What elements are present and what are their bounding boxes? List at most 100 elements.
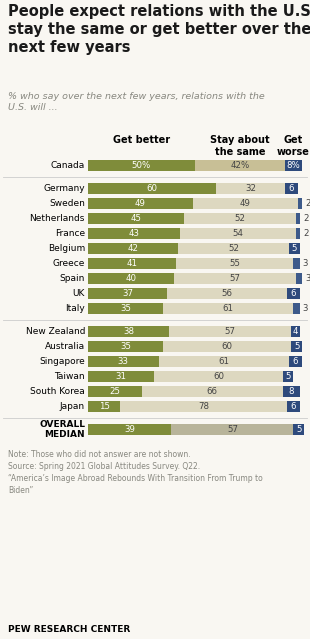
Bar — [163, 303, 294, 314]
Bar — [88, 183, 216, 194]
Bar — [216, 183, 285, 194]
Bar — [295, 273, 302, 284]
Text: New Zealand: New Zealand — [25, 327, 85, 336]
Text: 3: 3 — [305, 274, 310, 283]
Text: 52: 52 — [234, 214, 246, 223]
Bar — [88, 303, 163, 314]
Text: 60: 60 — [213, 372, 224, 381]
Text: Sweden: Sweden — [49, 199, 85, 208]
Bar — [298, 198, 302, 209]
Bar — [88, 424, 171, 435]
Text: 6: 6 — [291, 289, 296, 298]
Text: Singapore: Singapore — [39, 357, 85, 366]
Text: Note: Those who did not answer are not shown.
Source: Spring 2021 Global Attitud: Note: Those who did not answer are not s… — [8, 450, 263, 495]
Text: Taiwan: Taiwan — [54, 372, 85, 381]
Text: Australia: Australia — [45, 342, 85, 351]
Text: 49: 49 — [135, 199, 146, 208]
Bar — [287, 401, 300, 412]
Text: People expect relations with the U.S. to
stay the same or get better over the
ne: People expect relations with the U.S. to… — [8, 4, 310, 55]
Bar — [88, 273, 174, 284]
Bar — [180, 228, 295, 239]
Bar — [171, 424, 294, 435]
Text: Spain: Spain — [60, 274, 85, 283]
Text: 5: 5 — [296, 425, 302, 434]
Text: 3: 3 — [303, 259, 308, 268]
Text: 8: 8 — [289, 387, 294, 396]
Text: Canada: Canada — [51, 161, 85, 170]
Text: Get
worse: Get worse — [277, 135, 310, 157]
Bar — [88, 288, 167, 299]
Text: 5: 5 — [292, 244, 297, 253]
Bar — [291, 341, 302, 352]
Bar — [184, 213, 295, 224]
Bar — [159, 356, 289, 367]
Bar — [294, 424, 304, 435]
Bar — [289, 356, 302, 367]
Bar — [88, 326, 169, 337]
Text: 15: 15 — [99, 402, 109, 411]
Bar — [88, 198, 193, 209]
Text: 25: 25 — [109, 387, 120, 396]
Text: 3: 3 — [303, 304, 308, 313]
Text: 37: 37 — [122, 289, 133, 298]
Text: 57: 57 — [225, 327, 236, 336]
Text: 60: 60 — [222, 342, 232, 351]
Text: South Korea: South Korea — [30, 387, 85, 396]
Text: 8%: 8% — [286, 161, 300, 170]
Bar — [167, 288, 287, 299]
Text: Stay about
the same: Stay about the same — [210, 135, 270, 157]
Text: 5: 5 — [285, 372, 291, 381]
Bar — [88, 160, 195, 171]
Text: % who say over the next few years, relations with the
U.S. will ...: % who say over the next few years, relat… — [8, 92, 265, 112]
Text: PEW RESEARCH CENTER: PEW RESEARCH CENTER — [8, 625, 130, 634]
Text: Italy: Italy — [65, 304, 85, 313]
Bar — [295, 228, 300, 239]
Bar — [88, 258, 176, 269]
Text: 2: 2 — [303, 214, 308, 223]
Text: 6: 6 — [291, 402, 296, 411]
Text: OVERALL
MEDIAN: OVERALL MEDIAN — [39, 420, 85, 439]
Text: 49: 49 — [240, 199, 251, 208]
Bar — [285, 183, 298, 194]
Text: Germany: Germany — [43, 184, 85, 193]
Text: 45: 45 — [131, 214, 142, 223]
Bar — [163, 341, 291, 352]
Bar — [88, 371, 154, 382]
Text: 56: 56 — [222, 289, 232, 298]
Text: 61: 61 — [218, 357, 229, 366]
Text: 4: 4 — [293, 327, 298, 336]
Bar — [287, 288, 300, 299]
Bar — [176, 258, 294, 269]
Text: 43: 43 — [129, 229, 140, 238]
Bar — [294, 258, 300, 269]
Bar — [88, 213, 184, 224]
Text: 6: 6 — [293, 357, 298, 366]
Text: 33: 33 — [118, 357, 129, 366]
Text: Get better: Get better — [113, 135, 170, 145]
Bar — [291, 326, 300, 337]
Bar — [88, 386, 141, 397]
Bar — [285, 160, 302, 171]
Text: 66: 66 — [207, 387, 218, 396]
Text: UK: UK — [73, 289, 85, 298]
Text: 42: 42 — [127, 244, 139, 253]
Bar — [195, 160, 285, 171]
Bar — [88, 356, 159, 367]
Bar — [193, 198, 298, 209]
Text: 35: 35 — [120, 342, 131, 351]
Bar — [88, 341, 163, 352]
Bar — [169, 326, 291, 337]
Bar — [88, 243, 178, 254]
Bar — [174, 273, 295, 284]
Text: 39: 39 — [124, 425, 135, 434]
Text: Netherlands: Netherlands — [30, 214, 85, 223]
Text: 52: 52 — [228, 244, 239, 253]
Text: 50%: 50% — [132, 161, 151, 170]
Text: 6: 6 — [289, 184, 294, 193]
Text: 55: 55 — [229, 259, 240, 268]
Text: 57: 57 — [229, 274, 240, 283]
Text: Japan: Japan — [60, 402, 85, 411]
Bar — [120, 401, 287, 412]
Bar — [294, 303, 300, 314]
Text: 31: 31 — [116, 372, 127, 381]
